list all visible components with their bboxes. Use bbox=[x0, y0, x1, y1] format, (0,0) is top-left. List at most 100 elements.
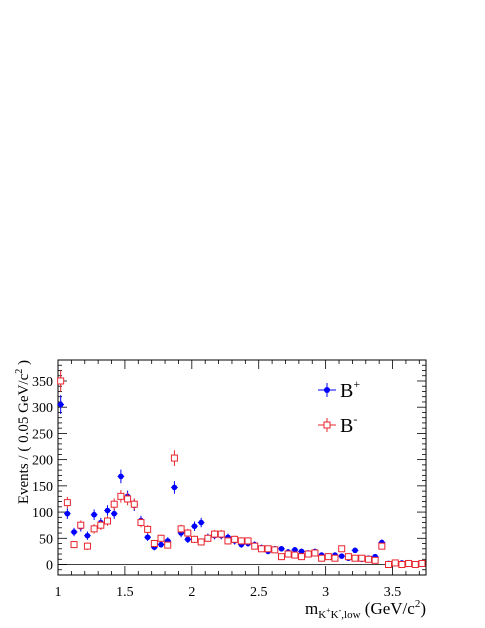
data-point bbox=[338, 545, 346, 553]
x-axis-label-sub-mid: K bbox=[331, 609, 339, 621]
legend-bplus-marker bbox=[324, 387, 330, 393]
data-point bbox=[371, 556, 379, 564]
data-point bbox=[244, 537, 252, 545]
data-point bbox=[158, 541, 164, 548]
data-point bbox=[304, 550, 312, 558]
data-point bbox=[130, 500, 138, 508]
data-point bbox=[385, 561, 393, 569]
legend: B+ B- bbox=[318, 377, 360, 437]
legend-bminus-name: B bbox=[340, 415, 353, 437]
data-point bbox=[164, 541, 172, 549]
data-point bbox=[191, 523, 198, 530]
data-point bbox=[237, 537, 245, 545]
y-tick-label: 250 bbox=[32, 427, 53, 442]
x-tick-label: 3 bbox=[322, 585, 329, 600]
data-point bbox=[70, 541, 78, 549]
y-tick-label: 350 bbox=[32, 375, 53, 390]
data-point bbox=[171, 484, 178, 491]
data-point bbox=[57, 377, 65, 385]
x-axis-label-sub-sup2: - bbox=[339, 606, 342, 615]
data-point bbox=[311, 549, 319, 557]
data-point bbox=[198, 519, 204, 526]
data-point bbox=[157, 534, 165, 542]
data-point bbox=[351, 554, 359, 562]
y-tick-label: 50 bbox=[39, 532, 53, 547]
data-point bbox=[204, 534, 212, 542]
y-tick-label: 300 bbox=[32, 401, 53, 416]
data-point bbox=[331, 554, 339, 562]
data-point bbox=[150, 540, 158, 548]
data-point bbox=[64, 510, 71, 517]
y-tick-label: 150 bbox=[32, 480, 53, 495]
data-point bbox=[405, 559, 413, 567]
legend-bminus-label: B- bbox=[340, 412, 357, 437]
y-axis-label-close: ) bbox=[16, 360, 32, 369]
x-axis-label-unit-close: ) bbox=[420, 599, 426, 618]
data-point bbox=[144, 525, 152, 533]
data-point bbox=[111, 510, 118, 517]
data-point bbox=[231, 535, 239, 543]
data-point bbox=[264, 545, 272, 553]
data-point bbox=[224, 537, 232, 545]
legend-entry-bminus: B- bbox=[318, 412, 357, 437]
data-point bbox=[117, 492, 125, 500]
x-tick-label: 1 bbox=[55, 585, 62, 600]
series-bminus bbox=[57, 370, 426, 569]
x-tick-label: 2 bbox=[188, 585, 195, 600]
data-point bbox=[57, 401, 64, 408]
data-point bbox=[418, 559, 426, 567]
data-point bbox=[97, 521, 105, 529]
data-point bbox=[411, 561, 419, 569]
data-point bbox=[190, 535, 198, 543]
data-point bbox=[177, 525, 185, 533]
y-tick-label: 0 bbox=[46, 559, 53, 574]
data-point bbox=[71, 529, 77, 535]
x-axis-label: mK+K-,low (GeV/c2) bbox=[305, 598, 426, 621]
legend-bplus-label: B+ bbox=[340, 377, 360, 402]
data-point bbox=[344, 553, 352, 561]
data-point bbox=[137, 519, 145, 527]
legend-bplus-name: B bbox=[340, 380, 353, 402]
data-point bbox=[292, 547, 298, 553]
data-point bbox=[84, 532, 91, 539]
data-point bbox=[284, 550, 292, 558]
legend-bplus-sup: + bbox=[353, 377, 360, 391]
data-point bbox=[338, 553, 345, 559]
data-point bbox=[398, 561, 406, 569]
data-point bbox=[217, 530, 225, 538]
data-point bbox=[211, 530, 219, 538]
legend-bminus-marker bbox=[323, 421, 331, 429]
x-axis-label-unit: (GeV/c bbox=[361, 599, 416, 618]
legend-bminus-sup: - bbox=[353, 412, 357, 426]
data-point bbox=[318, 554, 326, 562]
data-point bbox=[298, 553, 306, 561]
data-point bbox=[144, 534, 151, 541]
x-axis-label-unit-sup: 2 bbox=[415, 598, 421, 610]
x-axis-label-sub-end: ,low bbox=[341, 609, 360, 621]
data-point bbox=[83, 542, 91, 550]
data-point bbox=[91, 511, 97, 518]
data-point bbox=[358, 554, 366, 562]
x-tick-label: 3.5 bbox=[384, 585, 402, 600]
data-point bbox=[170, 454, 178, 462]
x-tick-label: 1.5 bbox=[116, 585, 134, 600]
axis-tick-labels: 1 1.5 2 2.5 3 3.5 0 50 100 150 200 250 300 350 bbox=[32, 375, 401, 600]
data-point bbox=[277, 553, 285, 561]
data-point bbox=[184, 529, 192, 537]
data-point bbox=[251, 542, 259, 550]
data-point bbox=[324, 553, 332, 561]
data-point bbox=[197, 538, 205, 546]
y-tick-label: 200 bbox=[32, 454, 53, 469]
data-point bbox=[118, 473, 124, 480]
x-axis-label-main: m bbox=[305, 599, 318, 618]
y-axis-label: Events / ( 0.05 GeV/c2 ) bbox=[14, 360, 32, 504]
data-point bbox=[364, 555, 372, 563]
data-point bbox=[104, 507, 111, 514]
data-point bbox=[110, 500, 118, 508]
data-point bbox=[124, 495, 132, 503]
data-point bbox=[77, 521, 85, 529]
data-point bbox=[271, 546, 279, 554]
data-point bbox=[278, 545, 285, 552]
data-point bbox=[185, 536, 191, 543]
